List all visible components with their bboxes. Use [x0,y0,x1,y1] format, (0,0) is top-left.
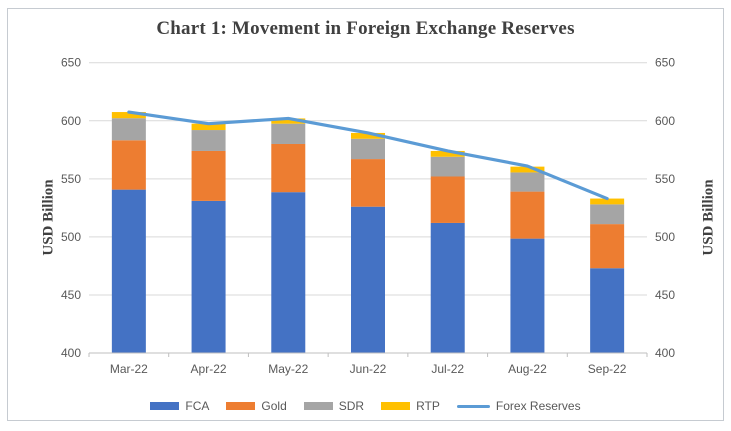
bar-segment-gold-Aug-22 [510,191,545,239]
y-tick-label-left-450: 450 [61,288,81,302]
bar-segment-rtp-Apr-22 [191,123,226,131]
bar-segment-sdr-Jul-22 [430,156,465,177]
chart-plot-area: 400 400 450 450 500 500 550 550 600 600 650 650 Mar-… [61,56,675,376]
bar-segment-rtp-Jul-22 [430,150,465,157]
y-tick-label-right-450: 450 [655,288,675,302]
bar-segment-gold-Jun-22 [351,159,385,207]
chart-frame: Chart 1: Movement in Foreign Exchange Re… [7,8,724,421]
legend-item-rtp: RTP [381,399,440,413]
legend-swatch-gold [226,402,256,410]
x-tick-label-Apr-22: Apr-22 [191,362,227,376]
line-forex-reserves [127,110,609,201]
bar-segment-fca-May-22 [271,192,306,353]
x-tick-label-Aug-22: Aug-22 [508,362,547,376]
legend-item-gold: Gold [226,399,287,413]
bar-segment-sdr-Aug-22 [510,172,545,192]
legend-label-gold: Gold [261,399,287,413]
legend-item-sdr: SDR [303,399,365,413]
y-axis-title-right: USD Billion [700,179,717,256]
y-tick-label-left-500: 500 [61,230,81,244]
y-tick-label-left-600: 600 [61,114,81,128]
bar-segment-gold-Mar-22 [111,140,146,190]
legend-swatch-sdr [303,402,333,410]
legend-label-fca: FCA [185,399,210,413]
bar-segment-fca-Sep-22 [590,268,625,353]
y-tick-label-right-400: 400 [655,346,675,360]
y-tick-label-left-400: 400 [61,346,81,360]
bar-segment-fca-Jun-22 [351,206,385,353]
x-tick-label-Jul-22: Jul-22 [431,362,464,376]
x-tick-label-May-22: May-22 [268,362,308,376]
bar-segment-rtp-Jun-22 [351,132,385,139]
bar-segment-gold-Apr-22 [191,150,226,201]
x-tick-label-Sep-22: Sep-22 [588,362,627,376]
bar-segment-gold-May-22 [271,143,306,193]
legend-item-forex-reserves: Forex Reserves [456,399,581,413]
legend-swatch-forex-reserves [456,404,490,408]
bar-segment-fca-Mar-22 [111,189,146,353]
y-axis-title-left: USD Billion [40,179,57,256]
bar-segment-rtp-May-22 [271,118,306,124]
legend-label-sdr: SDR [338,399,365,413]
legend-swatch-fca [150,402,180,410]
bar-segment-gold-Sep-22 [590,224,625,269]
bar-segment-gold-Jul-22 [430,176,465,223]
bar-segment-sdr-Jun-22 [351,138,385,160]
bar-segment-sdr-Apr-22 [191,130,226,151]
y-tick-label-left-550: 550 [61,172,81,186]
bar-segment-sdr-Sep-22 [590,204,625,225]
chart-title: Chart 1: Movement in Foreign Exchange Re… [156,18,575,39]
x-tick-label-Mar-22: Mar-22 [110,362,148,376]
y-tick-label-right-500: 500 [655,230,675,244]
y-tick-label-right-600: 600 [655,114,675,128]
x-tick-label-Jun-22: Jun-22 [350,362,387,376]
legend: FCA Gold SDR RTP Forex Reserves [8,399,723,413]
bar-segment-sdr-May-22 [271,123,306,144]
legend-item-fca: FCA [150,399,209,413]
bar-segment-rtp-Sep-22 [590,198,625,205]
y-tick-label-right-650: 650 [655,56,675,70]
bar-segment-fca-Apr-22 [191,200,226,353]
bar-segment-fca-Jul-22 [430,222,465,353]
legend-label-forex-reserves: Forex Reserves [495,399,581,413]
bar-segment-fca-Aug-22 [510,238,545,353]
legend-swatch-rtp [381,402,411,410]
bar-segment-rtp-Aug-22 [510,166,545,173]
bar-segment-rtp-Mar-22 [111,112,146,119]
bar-segment-sdr-Mar-22 [111,118,146,141]
y-tick-label-left-650: 650 [61,56,81,70]
y-tick-label-right-550: 550 [655,172,675,186]
legend-label-rtp: RTP [416,399,440,413]
